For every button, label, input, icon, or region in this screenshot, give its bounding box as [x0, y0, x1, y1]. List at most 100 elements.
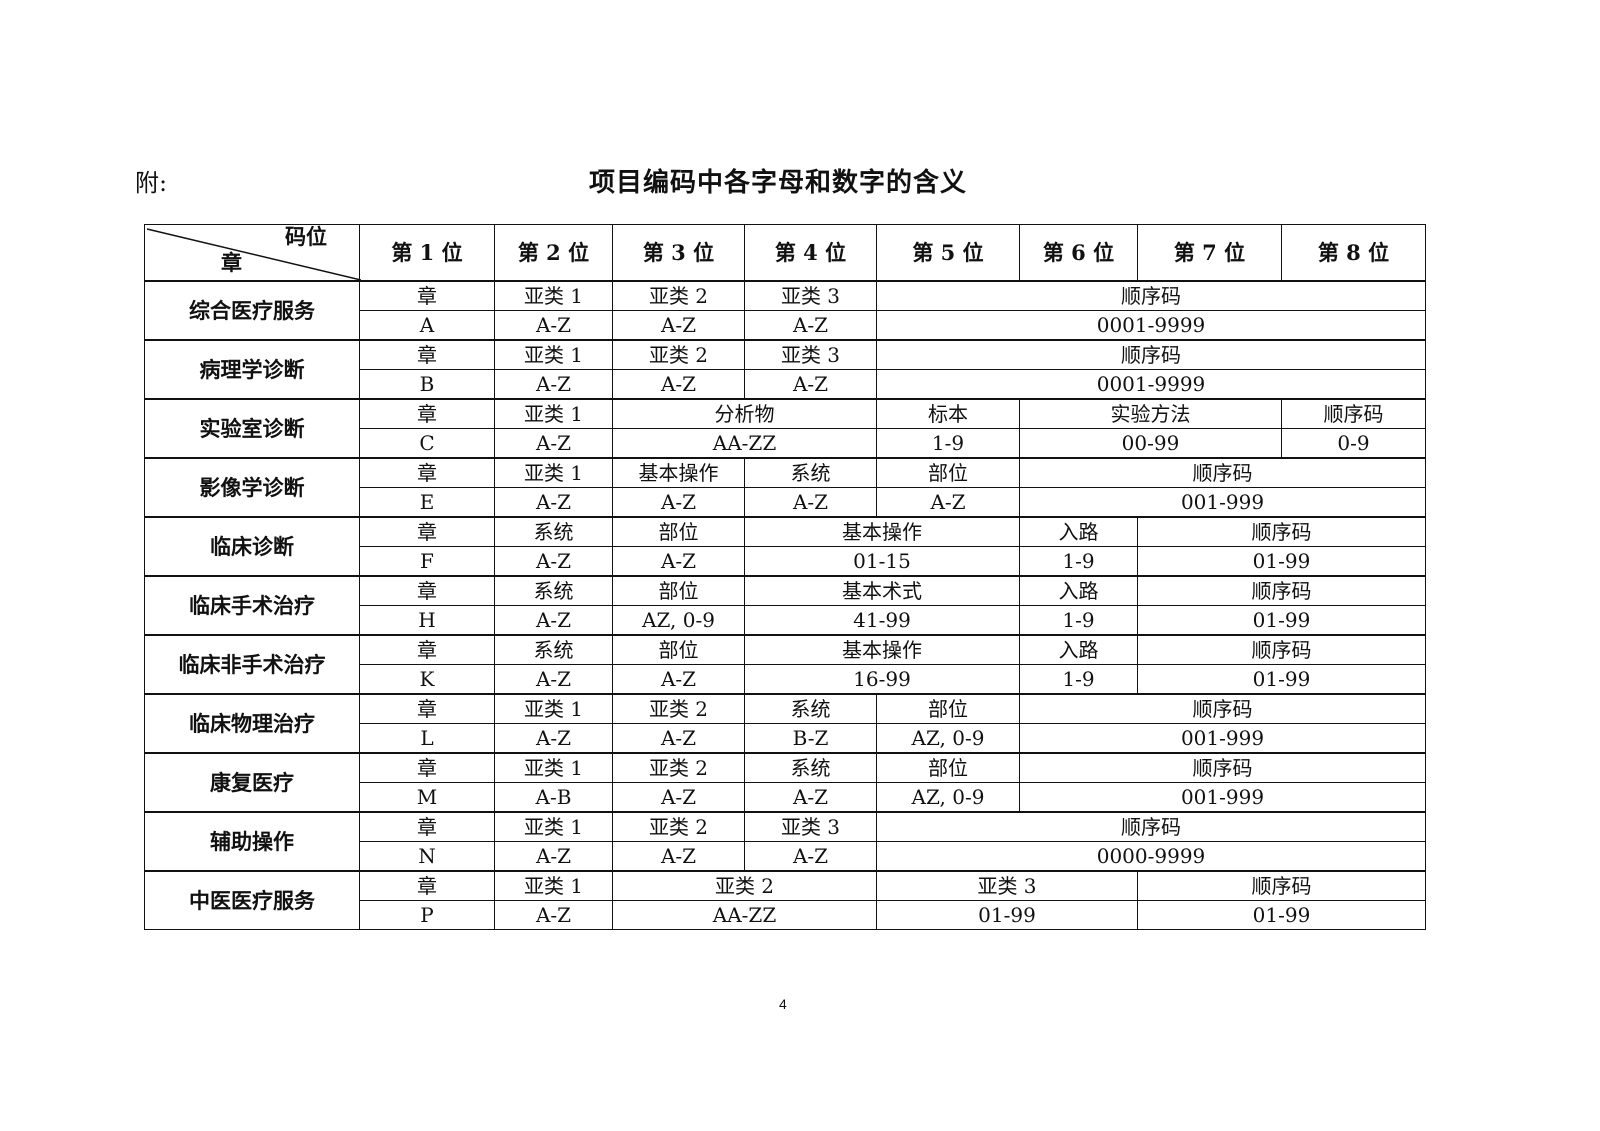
code-cell: 0-9	[1281, 428, 1426, 459]
position-header-2: 第 2 位	[494, 224, 613, 282]
chapter-name: 影像学诊断	[144, 457, 360, 518]
meaning-cell: 亚类 1	[494, 398, 613, 429]
code-cell: A-Z	[744, 369, 877, 400]
meaning-cell: 亚类 2	[612, 280, 745, 311]
meaning-cell: 顺序码	[1137, 516, 1426, 547]
code-cell: A-Z	[744, 310, 877, 341]
code-cell: A-Z	[494, 900, 613, 930]
chapter-name: 辅助操作	[144, 811, 360, 872]
code-cell: F	[359, 546, 495, 577]
code-cell: A-Z	[612, 723, 745, 754]
meaning-cell: 章	[359, 280, 495, 311]
position-header-3: 第 3 位	[612, 224, 745, 282]
meaning-cell: 系统	[744, 457, 877, 488]
meaning-cell: 实验方法	[1019, 398, 1282, 429]
code-cell: 1-9	[1019, 546, 1138, 577]
code-cell: AA-ZZ	[612, 428, 877, 459]
meaning-cell: 亚类 2	[612, 693, 745, 724]
chapter-name: 临床非手术治疗	[144, 634, 360, 695]
code-cell: B	[359, 369, 495, 400]
meaning-cell: 亚类 1	[494, 870, 613, 901]
meaning-cell: 亚类 3	[744, 339, 877, 370]
page-number: 4	[779, 996, 787, 1012]
meaning-cell: 顺序码	[1019, 693, 1426, 724]
meaning-cell: 基本操作	[612, 457, 745, 488]
header-row: 码位 章 第 1 位第 2 位第 3 位第 4 位第 5 位第 6 位第 7 位…	[144, 224, 1426, 282]
meaning-cell: 亚类 1	[494, 457, 613, 488]
meaning-cell: 入路	[1019, 575, 1138, 606]
corner-header-cell: 码位 章	[144, 224, 361, 282]
code-cell: A-B	[494, 782, 613, 813]
meaning-cell: 顺序码	[1019, 752, 1426, 783]
code-cell: 001-999	[1019, 782, 1426, 813]
table-row-meaning: 临床物理治疗章亚类 1 亚类 2 系统 部位 顺序码	[144, 693, 1426, 754]
meaning-cell: 系统	[744, 752, 877, 783]
meaning-cell: 部位	[612, 634, 745, 665]
code-cell: A-Z	[612, 369, 745, 400]
meaning-cell: 亚类 1	[494, 339, 613, 370]
corner-label-chapter: 章	[221, 250, 242, 275]
table-row-codes: A A-Z A-Z A-Z 0001-9999	[145, 310, 1426, 341]
code-cell: 1-9	[1019, 664, 1138, 695]
code-cell: A-Z	[494, 605, 613, 636]
code-cell: A-Z	[612, 546, 745, 577]
code-cell: A-Z	[494, 723, 613, 754]
table-row-meaning: 临床诊断章系统 部位 基本操作 入路 顺序码	[144, 516, 1426, 577]
code-cell: 01-99	[876, 900, 1138, 930]
code-cell: A-Z	[494, 310, 613, 341]
chapter-name: 实验室诊断	[144, 398, 360, 459]
meaning-cell: 章	[359, 634, 495, 665]
code-cell: A-Z	[612, 782, 745, 813]
code-cell: C	[359, 428, 495, 459]
code-cell: A-Z	[494, 546, 613, 577]
table-row-meaning: 临床非手术治疗章系统 部位 基本操作 入路 顺序码	[144, 634, 1426, 695]
code-cell: 0001-9999	[876, 310, 1426, 341]
meaning-cell: 亚类 1	[494, 752, 613, 783]
code-cell: 16-99	[744, 664, 1020, 695]
code-cell: 41-99	[744, 605, 1020, 636]
meaning-cell: 章	[359, 339, 495, 370]
appendix-label: 附:	[135, 169, 168, 197]
chapter-name: 综合医疗服务	[144, 280, 360, 341]
meaning-cell: 顺序码	[876, 811, 1426, 842]
code-cell: 001-999	[1019, 723, 1426, 754]
meaning-cell: 系统	[744, 693, 877, 724]
code-meaning-table: 码位 章 第 1 位第 2 位第 3 位第 4 位第 5 位第 6 位第 7 位…	[144, 224, 1426, 930]
table-row-codes: B A-Z A-Z A-Z 0001-9999	[145, 369, 1426, 400]
code-cell: P	[359, 900, 495, 930]
code-cell: AA-ZZ	[612, 900, 877, 930]
meaning-cell: 入路	[1019, 516, 1138, 547]
code-cell: A-Z	[744, 487, 877, 518]
code-cell: M	[359, 782, 495, 813]
code-cell: H	[359, 605, 495, 636]
code-cell: E	[359, 487, 495, 518]
chapter-name: 康复医疗	[144, 752, 360, 813]
code-cell: 0001-9999	[876, 369, 1426, 400]
corner-label-position: 码位	[285, 224, 327, 249]
code-cell: A-Z	[612, 487, 745, 518]
code-cell: 01-99	[1137, 900, 1426, 930]
meaning-cell: 顺序码	[1137, 575, 1426, 606]
meaning-cell: 章	[359, 811, 495, 842]
table-row-meaning: 综合医疗服务章亚类 1 亚类 2 亚类 3 顺序码	[144, 280, 1426, 341]
chapter-name: 临床诊断	[144, 516, 360, 577]
code-cell: 01-99	[1137, 546, 1426, 577]
meaning-cell: 章	[359, 516, 495, 547]
table-row-codes: F A-Z A-Z 01-15 1-9 01-99	[145, 546, 1426, 577]
code-cell: 1-9	[876, 428, 1020, 459]
code-cell: 1-9	[1019, 605, 1138, 636]
meaning-cell: 章	[359, 870, 495, 901]
code-cell: A-Z	[612, 664, 745, 695]
position-header-7: 第 7 位	[1137, 224, 1282, 282]
document-title: 项目编码中各字母和数字的含义	[588, 168, 967, 198]
table-row-codes: H A-Z AZ, 0-9 41-99 1-9 01-99	[145, 605, 1426, 636]
code-cell: AZ, 0-9	[876, 723, 1020, 754]
table-row-meaning: 辅助操作章亚类 1 亚类 2 亚类 3 顺序码	[144, 811, 1426, 872]
meaning-cell: 亚类 3	[744, 280, 877, 311]
meaning-cell: 顺序码	[1137, 870, 1426, 901]
position-header-4: 第 4 位	[744, 224, 877, 282]
position-header-1: 第 1 位	[359, 224, 495, 282]
position-header-5: 第 5 位	[876, 224, 1020, 282]
code-cell: A-Z	[612, 310, 745, 341]
meaning-cell: 系统	[494, 516, 613, 547]
